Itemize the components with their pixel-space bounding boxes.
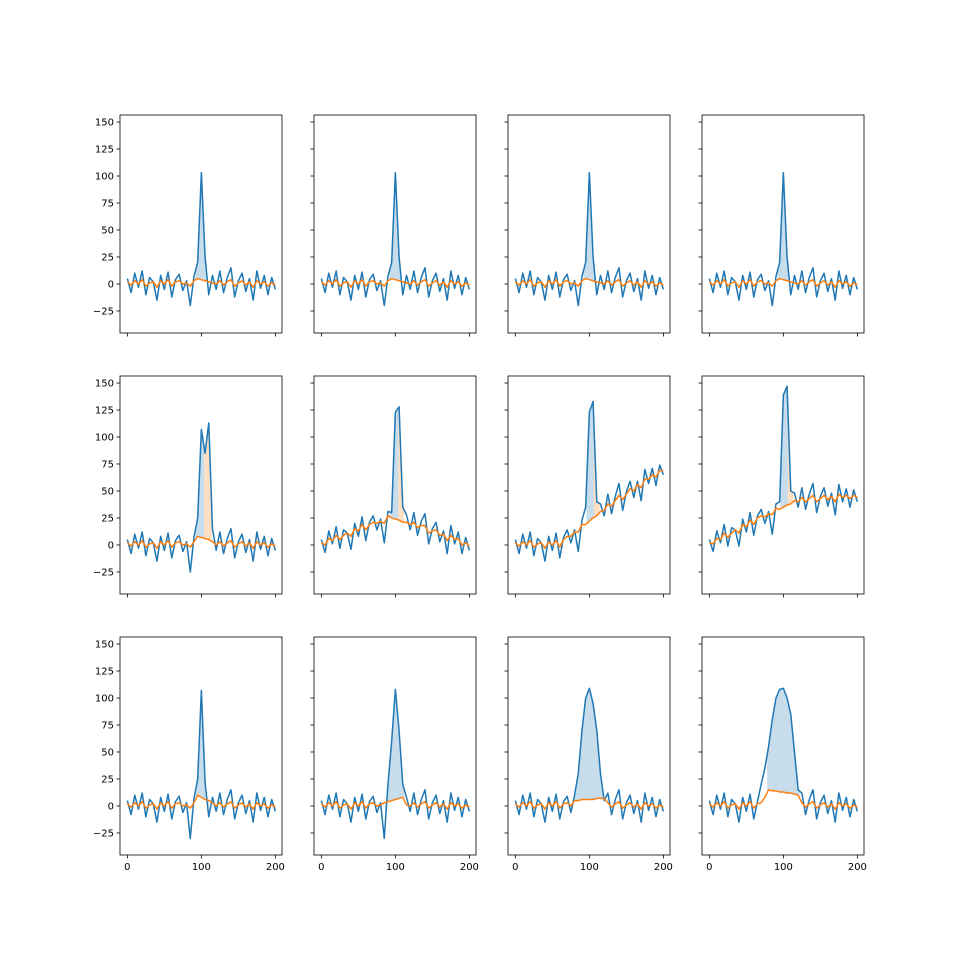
plot-area (514, 400, 665, 562)
series-line (126, 422, 277, 573)
x-tick-label: 200 (654, 862, 673, 873)
series-line (514, 797, 664, 810)
y-tick-label: 50 (101, 747, 114, 758)
plot-area (708, 385, 859, 553)
series-line (514, 277, 664, 288)
series-line (320, 277, 470, 288)
x-tick-label: 200 (266, 862, 285, 873)
x-tick-label: 100 (386, 862, 405, 873)
series-line (320, 688, 471, 840)
subplot (698, 114, 865, 337)
y-tick-label: 75 (101, 198, 114, 209)
plot-area (126, 422, 277, 573)
y-tick-label: 50 (101, 225, 114, 236)
subplot: 0 100 200 (504, 636, 673, 873)
series-line (514, 400, 665, 562)
subplot: −25 0 25 50 75 100 125 150 0 100 200 (93, 636, 285, 873)
fill-area (767, 688, 800, 799)
series-line (514, 687, 665, 823)
y-tick-label: 125 (95, 145, 114, 156)
y-tick-label: 125 (95, 667, 114, 678)
series-line (709, 493, 858, 545)
y-tick-label: 150 (95, 118, 114, 129)
series-line (514, 469, 664, 549)
series-line (708, 277, 858, 288)
y-tick-label: 25 (101, 252, 114, 263)
subplot: 0 100 200 (698, 636, 867, 873)
y-tick-label: 25 (101, 513, 114, 524)
series-line (126, 277, 276, 288)
x-tick-label: 0 (124, 862, 130, 873)
fill-area (593, 421, 600, 518)
series-line (126, 794, 276, 810)
x-tick-label: 0 (318, 862, 324, 873)
series-line (514, 172, 665, 307)
y-tick-label: −25 (93, 306, 114, 317)
y-tick-label: 75 (101, 459, 114, 470)
series-line (708, 687, 859, 823)
x-tick-label: 200 (848, 862, 867, 873)
y-tick-label: 0 (108, 540, 114, 551)
subplot (504, 375, 671, 598)
fill-area (787, 407, 794, 505)
y-tick-label: 100 (95, 694, 114, 705)
fill-area (195, 690, 209, 817)
series-line (126, 689, 277, 840)
subplot: −25 0 25 50 75 100 125 150 (93, 114, 283, 337)
series-line (320, 406, 471, 555)
fill-area (586, 401, 594, 524)
y-tick-label: 25 (101, 774, 114, 785)
plot-area (708, 687, 859, 823)
fill-area (574, 688, 605, 801)
subplot (504, 114, 671, 337)
x-tick-label: 100 (580, 862, 599, 873)
x-tick-label: 100 (192, 862, 211, 873)
fill-area (385, 689, 405, 828)
plot-area (320, 688, 471, 840)
subplot (310, 375, 477, 598)
series-line (320, 796, 470, 810)
plot-area (514, 687, 665, 823)
fill-area (195, 429, 205, 540)
subplot (310, 114, 477, 337)
x-tick-label: 200 (460, 862, 479, 873)
y-tick-label: 100 (95, 433, 114, 444)
fill-area (204, 422, 212, 542)
series-line (708, 172, 859, 307)
y-tick-label: 150 (95, 640, 114, 651)
fill-area (780, 386, 788, 509)
y-tick-label: −25 (93, 828, 114, 839)
series-line (126, 172, 277, 307)
plot-area (514, 172, 665, 307)
subplot: −25 0 25 50 75 100 125 150 (93, 375, 283, 598)
series-line (708, 385, 859, 553)
plot-area (126, 689, 277, 840)
y-tick-label: 0 (108, 801, 114, 812)
y-tick-label: 75 (101, 720, 114, 731)
x-tick-label: 0 (512, 862, 518, 873)
series-line (126, 535, 276, 549)
series-line (708, 789, 858, 810)
plot-area (126, 172, 277, 307)
x-tick-label: 0 (706, 862, 712, 873)
subplot: 0 100 200 (310, 636, 479, 873)
y-tick-label: 50 (101, 486, 114, 497)
series-line (320, 172, 471, 307)
plot-area (320, 172, 471, 307)
y-tick-label: 0 (108, 279, 114, 290)
subplot (698, 375, 865, 598)
y-tick-label: 100 (95, 172, 114, 183)
x-tick-label: 100 (774, 862, 793, 873)
y-tick-label: −25 (93, 567, 114, 578)
y-tick-label: 150 (95, 379, 114, 390)
series-line (320, 515, 470, 547)
plot-area (708, 172, 859, 307)
plot-area (320, 406, 471, 555)
y-tick-label: 125 (95, 406, 114, 417)
